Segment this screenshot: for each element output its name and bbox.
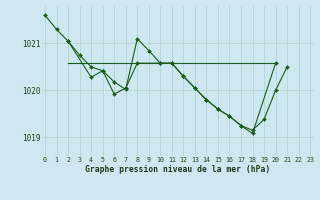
X-axis label: Graphe pression niveau de la mer (hPa): Graphe pression niveau de la mer (hPa) — [85, 165, 270, 174]
